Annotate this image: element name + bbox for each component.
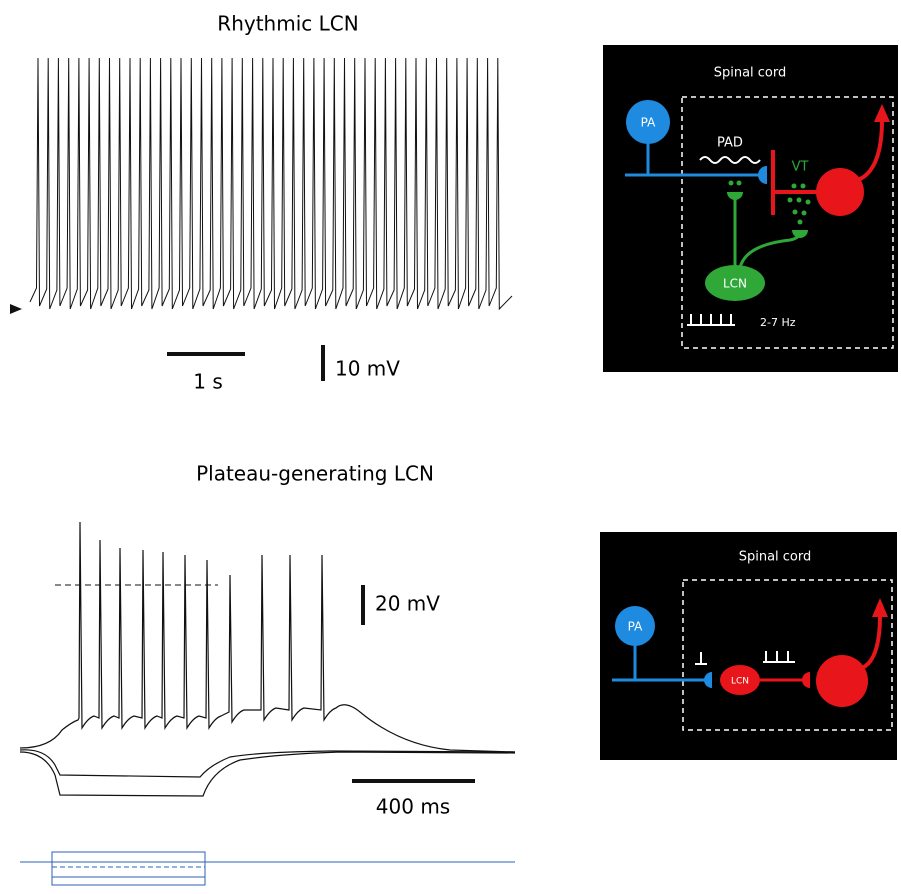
voltage-trace [19, 749, 516, 778]
circuit-diagram: Spinal cord PA LCN [600, 532, 897, 760]
panel-title: Plateau-generating LCN [196, 462, 434, 486]
node-label: LCN [731, 677, 749, 687]
time-scale-label: 400 ms [376, 795, 450, 819]
node-label: PA [641, 116, 656, 130]
voltage-scale-label: 10 mV [335, 357, 400, 381]
frequency-label: 2-7 Hz [760, 316, 796, 329]
voltage-trace [19, 751, 516, 797]
stimulus-protocol [20, 851, 515, 886]
diagram-title: Spinal cord [714, 66, 787, 81]
pad-label: PAD [717, 136, 743, 151]
voltage-scale-label: 20 mV [375, 592, 440, 616]
voltage-trace [19, 521, 516, 753]
vt-label: VT [792, 160, 809, 175]
panel-title: Rhythmic LCN [217, 12, 358, 36]
time-scale-label: 1 s [193, 370, 223, 394]
diagram-title: Spinal cord [739, 550, 812, 565]
circuit-diagram: Spinal cord PA PAD VT LCN 2-7 Hz [603, 45, 898, 372]
arrowhead [10, 304, 22, 314]
node-label: PA [628, 620, 643, 634]
voltage-trace [29, 57, 513, 311]
node-label: LCN [723, 277, 747, 291]
